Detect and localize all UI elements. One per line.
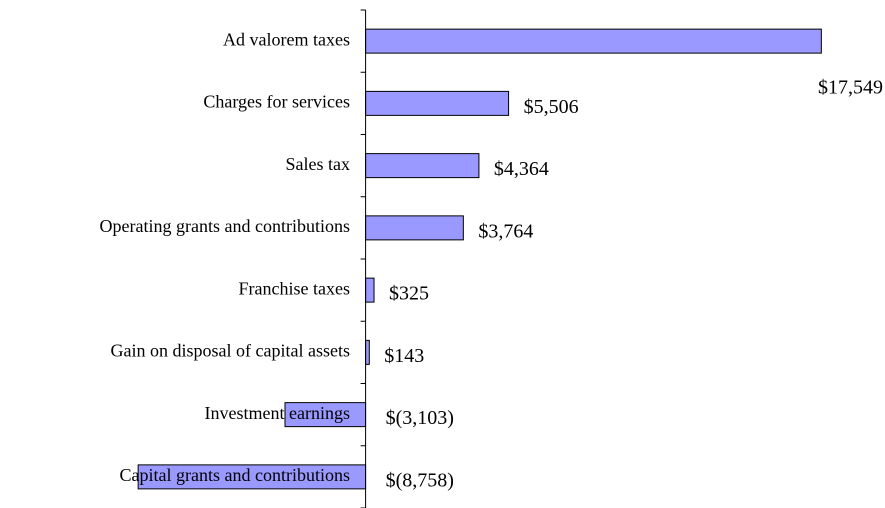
bar <box>365 277 375 303</box>
value-label: $4,364 <box>494 158 549 180</box>
value-label: $5,506 <box>524 96 579 118</box>
category-label: Ad valorem taxes <box>223 29 350 49</box>
category-label: Operating grants and contributions <box>100 216 350 236</box>
category-label: Sales tax <box>286 154 351 174</box>
bar <box>365 90 510 116</box>
bar <box>365 28 822 54</box>
category-label: Capital grants and contributions <box>120 465 350 485</box>
bar <box>365 153 480 179</box>
category-label: Gain on disposal of capital assets <box>111 341 350 361</box>
category-label: Charges for services <box>203 92 350 112</box>
value-label: $(3,103) <box>386 407 454 429</box>
value-label: $3,764 <box>478 220 533 242</box>
bar <box>284 402 367 428</box>
value-label: $17,549 <box>818 77 883 99</box>
category-label: Investment earnings <box>205 403 350 423</box>
value-label: $143 <box>384 345 424 367</box>
bar <box>365 215 464 241</box>
value-label: $(8,758) <box>386 469 454 491</box>
bar <box>365 339 370 365</box>
value-label: $325 <box>389 283 429 305</box>
category-label: Franchise taxes <box>239 278 350 298</box>
bar <box>137 464 367 490</box>
